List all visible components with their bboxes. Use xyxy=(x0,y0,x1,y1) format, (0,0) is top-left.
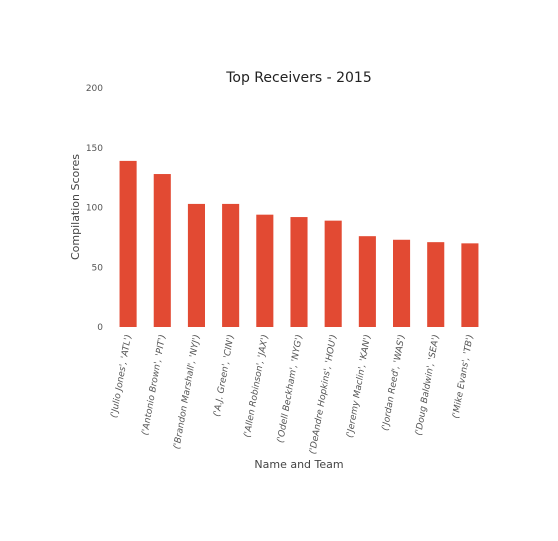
x-axis-label: Name and Team xyxy=(254,458,343,471)
bar xyxy=(153,174,171,327)
bar xyxy=(358,236,376,327)
bar xyxy=(461,243,479,327)
y-axis-label: Compilation Scores xyxy=(69,154,82,260)
x-tick-label: ('DeAndre Hopkins', 'HOU') xyxy=(308,334,339,455)
y-tick-label: 0 xyxy=(97,323,103,333)
bar xyxy=(290,217,308,327)
x-tick-label: ('Jordan Reed', 'WAS') xyxy=(381,334,408,432)
bars-group xyxy=(119,160,479,327)
x-tick-label: ('Brandon Marshall', 'NYJ') xyxy=(172,334,202,450)
y-tick-label: 100 xyxy=(86,204,103,214)
x-axis-tick-labels: ('Julio Jones', 'ATL') ('Antonio Brown', … xyxy=(110,334,476,455)
bar xyxy=(119,160,137,327)
x-tick-label: ('Mike Evans', 'TB') xyxy=(451,334,476,420)
bar xyxy=(256,214,274,327)
x-tick-label: ('Antonio Brown', 'PIT') xyxy=(141,334,169,436)
x-tick-label: ('Jeremy Maclin', 'KAN') xyxy=(345,334,373,439)
x-tick-label: ('Allen Robinson', 'JAX') xyxy=(243,334,271,439)
bar xyxy=(187,203,205,327)
chart-title: Top Receivers - 2015 xyxy=(225,70,372,86)
x-tick-label: ('Julio Jones', 'ATL') xyxy=(110,334,135,419)
x-tick-label: ('A.J. Green', 'CIN') xyxy=(212,334,236,418)
bar xyxy=(324,220,342,327)
y-axis-ticks: 0 50 100 150 200 xyxy=(86,84,103,333)
y-tick-label: 200 xyxy=(86,84,103,94)
x-tick-label: ('Odell Beckham', 'NYG') xyxy=(276,334,305,444)
y-tick-label: 150 xyxy=(86,144,103,154)
bar xyxy=(222,203,240,327)
x-tick-label: ('Doug Baldwin', 'SEA') xyxy=(414,334,442,437)
bar xyxy=(427,242,445,327)
bar xyxy=(393,239,411,327)
y-tick-label: 50 xyxy=(92,263,104,273)
